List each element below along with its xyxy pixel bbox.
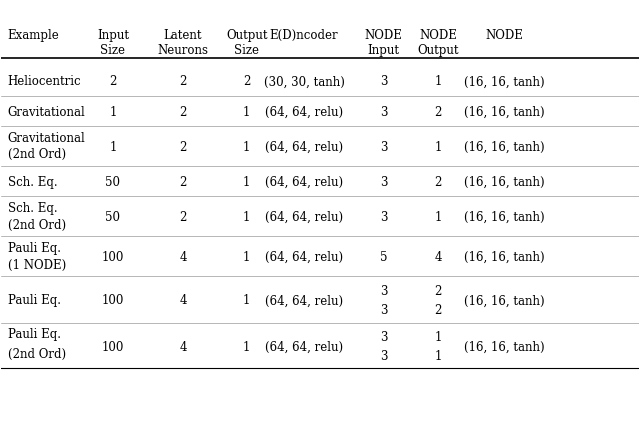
Text: Pauli Eq.: Pauli Eq. (8, 328, 61, 341)
Text: E(D)ncoder: E(D)ncoder (269, 29, 339, 42)
Text: 5: 5 (380, 251, 387, 264)
Text: 3: 3 (380, 211, 387, 224)
Text: 1: 1 (243, 211, 250, 224)
Text: 50: 50 (106, 176, 120, 189)
Text: Heliocentric: Heliocentric (8, 75, 81, 88)
Text: 3: 3 (380, 332, 387, 344)
Text: 2: 2 (179, 75, 187, 88)
Text: 4: 4 (179, 294, 187, 307)
Text: 1: 1 (434, 350, 442, 363)
Text: Input
Size: Input Size (97, 29, 129, 57)
Text: (16, 16, tanh): (16, 16, tanh) (465, 341, 545, 354)
Text: (2nd Ord): (2nd Ord) (8, 148, 66, 161)
Text: 1: 1 (109, 106, 116, 119)
Text: 1: 1 (243, 341, 250, 354)
Text: 1: 1 (434, 75, 442, 88)
Text: 1: 1 (434, 141, 442, 154)
Text: 2: 2 (179, 106, 187, 119)
Text: (1 NODE): (1 NODE) (8, 259, 66, 271)
Text: (16, 16, tanh): (16, 16, tanh) (465, 294, 545, 307)
Text: (64, 64, relu): (64, 64, relu) (265, 106, 343, 119)
Text: (16, 16, tanh): (16, 16, tanh) (465, 75, 545, 88)
Text: 2: 2 (179, 211, 187, 224)
Text: 100: 100 (102, 341, 124, 354)
Text: (16, 16, tanh): (16, 16, tanh) (465, 251, 545, 264)
Text: 4: 4 (434, 251, 442, 264)
Text: (16, 16, tanh): (16, 16, tanh) (465, 106, 545, 119)
Text: 2: 2 (434, 285, 442, 298)
Text: 1: 1 (243, 176, 250, 189)
Text: 2: 2 (179, 176, 187, 189)
Text: 100: 100 (102, 251, 124, 264)
Text: 3: 3 (380, 75, 387, 88)
Text: 3: 3 (380, 350, 387, 363)
Text: (64, 64, relu): (64, 64, relu) (265, 341, 343, 354)
Text: 1: 1 (109, 141, 116, 154)
Text: (64, 64, relu): (64, 64, relu) (265, 141, 343, 154)
Text: Example: Example (8, 29, 60, 42)
Text: (64, 64, relu): (64, 64, relu) (265, 211, 343, 224)
Text: Sch. Eq.: Sch. Eq. (8, 202, 58, 215)
Text: (64, 64, relu): (64, 64, relu) (265, 176, 343, 189)
Text: 2: 2 (434, 176, 442, 189)
Text: NODE: NODE (486, 29, 524, 42)
Text: (64, 64, relu): (64, 64, relu) (265, 294, 343, 307)
Text: (30, 30, tanh): (30, 30, tanh) (264, 75, 344, 88)
Text: 3: 3 (380, 285, 387, 298)
Text: 1: 1 (243, 294, 250, 307)
Text: 3: 3 (380, 141, 387, 154)
Text: (64, 64, relu): (64, 64, relu) (265, 251, 343, 264)
Text: (2nd Ord): (2nd Ord) (8, 218, 66, 232)
Text: 100: 100 (102, 294, 124, 307)
Text: 50: 50 (106, 211, 120, 224)
Text: (16, 16, tanh): (16, 16, tanh) (465, 211, 545, 224)
Text: 1: 1 (434, 332, 442, 344)
Text: Gravitational: Gravitational (8, 106, 86, 119)
Text: 4: 4 (179, 341, 187, 354)
Text: Sch. Eq.: Sch. Eq. (8, 176, 58, 189)
Text: 2: 2 (179, 141, 187, 154)
Text: 2: 2 (243, 75, 250, 88)
Text: Output
Size: Output Size (226, 29, 268, 57)
Text: 1: 1 (434, 211, 442, 224)
Text: 3: 3 (380, 106, 387, 119)
Text: (2nd Ord): (2nd Ord) (8, 348, 66, 361)
Text: NODE
Output: NODE Output (417, 29, 459, 57)
Text: Latent
Neurons: Latent Neurons (157, 29, 209, 57)
Text: 3: 3 (380, 176, 387, 189)
Text: 4: 4 (179, 251, 187, 264)
Text: Pauli Eq.: Pauli Eq. (8, 294, 61, 307)
Text: Gravitational: Gravitational (8, 131, 86, 145)
Text: (16, 16, tanh): (16, 16, tanh) (465, 141, 545, 154)
Text: 2: 2 (434, 304, 442, 317)
Text: 1: 1 (243, 106, 250, 119)
Text: NODE
Input: NODE Input (365, 29, 403, 57)
Text: Pauli Eq.: Pauli Eq. (8, 242, 61, 255)
Text: 1: 1 (243, 251, 250, 264)
Text: 2: 2 (434, 106, 442, 119)
Text: 1: 1 (243, 141, 250, 154)
Text: 3: 3 (380, 304, 387, 317)
Text: (16, 16, tanh): (16, 16, tanh) (465, 176, 545, 189)
Text: 2: 2 (109, 75, 116, 88)
